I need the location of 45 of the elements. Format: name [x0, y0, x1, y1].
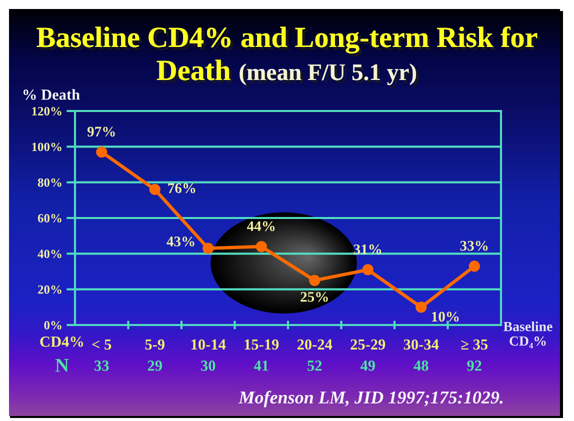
y-tick-label: 20% — [38, 285, 62, 294]
x-tick-label: ≥ 35 — [461, 339, 488, 350]
text: 33 — [94, 360, 109, 371]
text: Mofenson LM, JID 1997;175:1029. — [238, 390, 503, 408]
data-label: 25% — [300, 292, 328, 302]
y-tick-label: 80% — [38, 178, 62, 187]
y-tick-label: 60% — [38, 214, 62, 222]
x-tick-label: 25-29 — [350, 339, 386, 350]
data-label: 43% — [166, 236, 194, 246]
point — [96, 146, 108, 158]
text: CD4% — [40, 336, 84, 347]
text: 41 — [254, 360, 268, 371]
y-tick-label: 0% — [44, 321, 62, 330]
text: N — [55, 358, 69, 372]
point — [468, 260, 480, 272]
x-tick-label: 30-34 — [404, 339, 439, 350]
point — [256, 240, 267, 252]
data-label: 33% — [460, 240, 488, 251]
data-label: 44% — [246, 221, 275, 232]
text: 29 — [148, 360, 162, 371]
text: 92 — [467, 360, 482, 371]
data-label: 31% — [354, 244, 382, 254]
x-tick-label: 5-9 — [145, 339, 165, 350]
point — [309, 274, 320, 286]
x-tick-label: 10-14 — [192, 339, 226, 350]
y-axis-title: % Death — [24, 89, 80, 100]
x-tick-label: 15-19 — [244, 339, 279, 350]
data-label: 97% — [87, 126, 115, 137]
text: 48 — [414, 360, 428, 371]
text: 52 — [308, 360, 322, 371]
point — [202, 242, 214, 254]
y-tick-label: 40% — [38, 250, 62, 258]
y-tick-label: 120% — [32, 107, 62, 116]
x-tick-label: 20-24 — [297, 339, 332, 350]
data-label: 10% — [432, 312, 459, 322]
point — [362, 264, 374, 276]
data-label: 76% — [168, 183, 196, 194]
point — [149, 184, 160, 196]
x-axis-title: Baseline CD₄% — [504, 321, 552, 348]
x-tick-label: < 5 — [92, 339, 112, 350]
point — [416, 302, 427, 313]
text: 49 — [360, 360, 375, 371]
text: 30 — [201, 360, 216, 371]
y-tick-label: 100% — [32, 142, 62, 152]
chart-title: Baseline CD4% and Long-term Risk for Death (mean F/U 5.1 yr) — [36, 26, 540, 88]
